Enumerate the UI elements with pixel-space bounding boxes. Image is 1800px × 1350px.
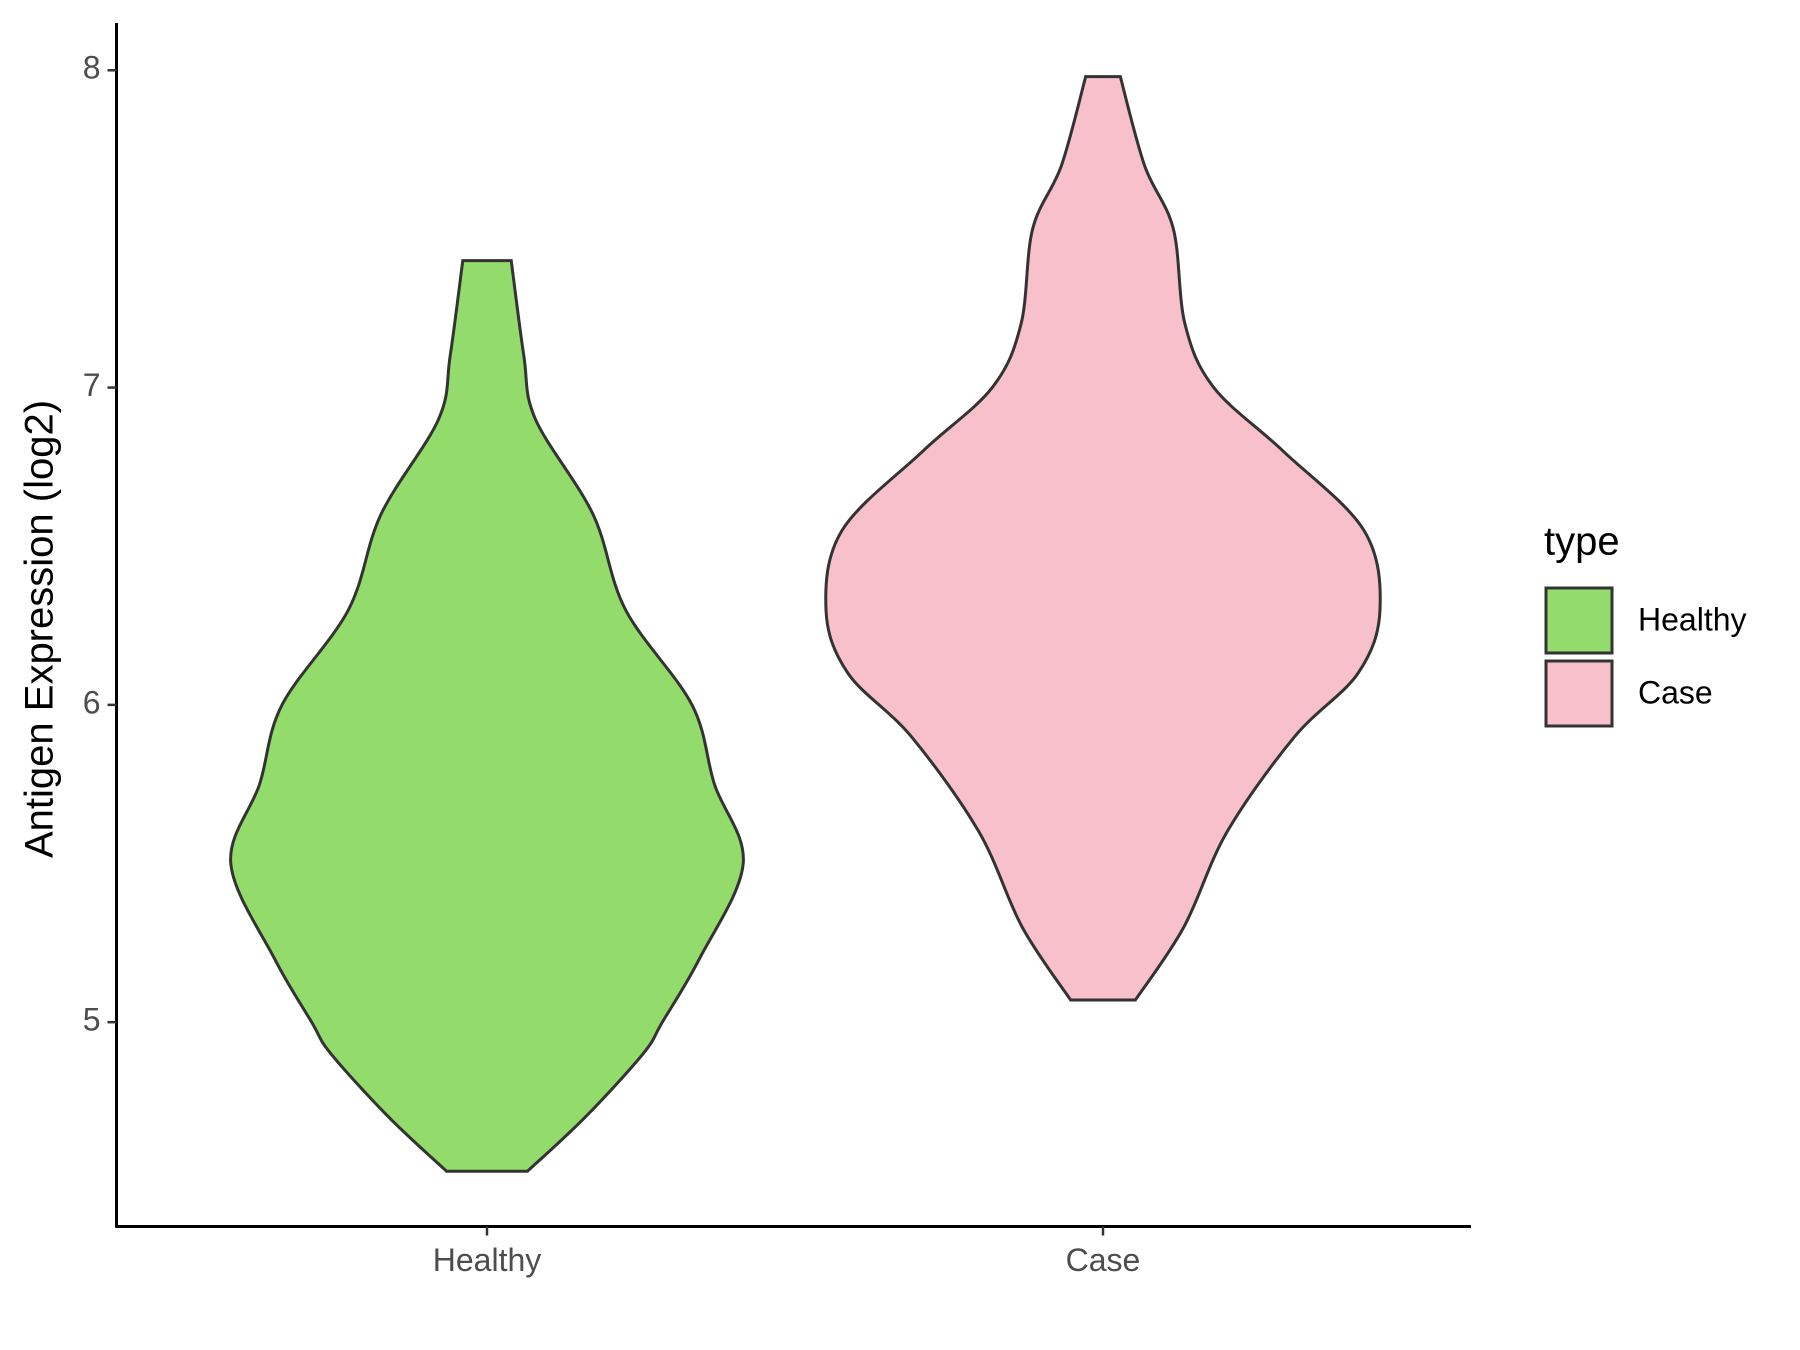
violin: [229, 259, 745, 1173]
y-tick-label: 6: [83, 684, 101, 720]
y-axis-title: Antigen Expression (log2): [18, 400, 62, 858]
y-tick-label: 5: [83, 1002, 101, 1038]
legend-label: Healthy: [1638, 601, 1747, 637]
legend-key: [1544, 586, 1614, 655]
x-tick-label: Case: [1066, 1242, 1141, 1278]
y-tick-label: 8: [83, 50, 101, 86]
legend-label: Case: [1638, 674, 1713, 710]
legend-title: type: [1544, 520, 1620, 564]
violin: [824, 75, 1382, 1002]
y-tick-label: 7: [83, 367, 101, 403]
legend-key: [1544, 659, 1614, 728]
x-tick-label: Healthy: [433, 1242, 542, 1278]
